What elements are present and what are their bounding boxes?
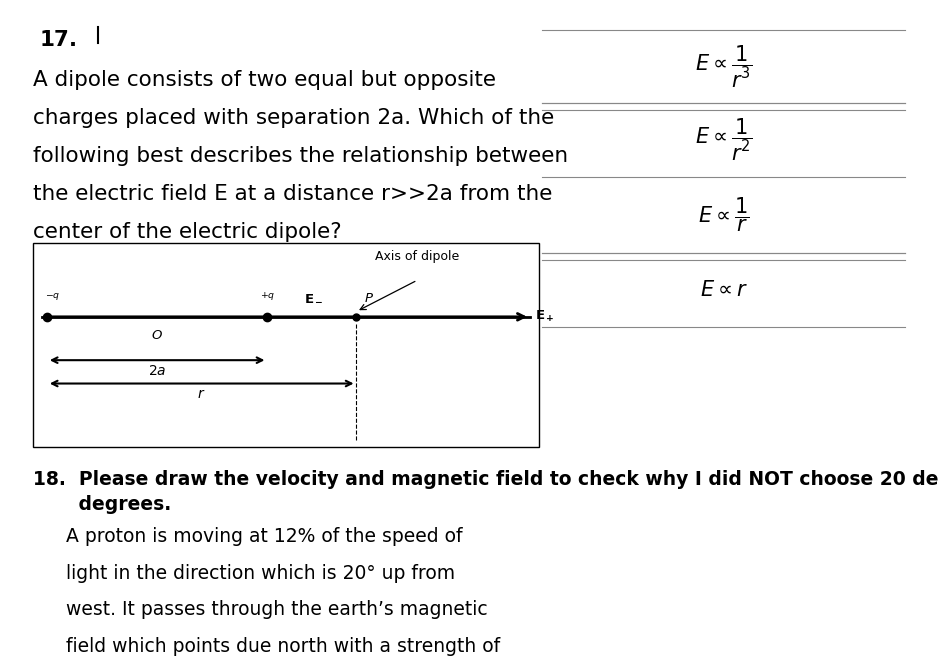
FancyBboxPatch shape [33,243,539,447]
Text: $E \propto \dfrac{1}{r^3}$: $E \propto \dfrac{1}{r^3}$ [695,43,752,90]
Text: center of the electric dipole?: center of the electric dipole? [33,222,341,242]
Text: $\mathbf{E_-}$: $\mathbf{E_-}$ [304,292,325,305]
Text: 17.: 17. [39,30,78,50]
Text: 18.  Please draw the velocity and magnetic field to check why I did NOT choose 2: 18. Please draw the velocity and magneti… [33,470,938,489]
Text: the electric field E at a distance r>>2a from the: the electric field E at a distance r>>2a… [33,184,552,204]
Text: light in the direction which is 20° up from: light in the direction which is 20° up f… [66,564,455,582]
Text: $2a$: $2a$ [148,364,166,378]
Text: $^{-q}$: $^{-q}$ [45,292,60,305]
Text: A dipole consists of two equal but opposite: A dipole consists of two equal but oppos… [33,70,496,90]
Text: following best describes the relationship between: following best describes the relationshi… [33,146,567,166]
Text: $\mathbf{E_+}$: $\mathbf{E_+}$ [535,309,554,324]
Text: $O$: $O$ [151,329,163,342]
Text: $E \propto \dfrac{1}{r^2}$: $E \propto \dfrac{1}{r^2}$ [695,117,752,163]
Text: west. It passes through the earth’s magnetic: west. It passes through the earth’s magn… [66,600,487,619]
Text: Axis of dipole: Axis of dipole [375,250,460,263]
Text: $r$: $r$ [198,387,205,401]
Text: A proton is moving at 12% of the speed of: A proton is moving at 12% of the speed o… [66,527,462,546]
Text: $E \propto \dfrac{1}{r}$: $E \propto \dfrac{1}{r}$ [698,196,749,234]
Text: $P$: $P$ [364,292,374,305]
Text: $^{+q}$: $^{+q}$ [260,292,275,305]
Text: $E \propto r$: $E \propto r$ [700,280,748,300]
Text: degrees.: degrees. [33,495,171,514]
Text: field which points due north with a strength of: field which points due north with a stre… [66,637,500,656]
Text: charges placed with separation 2a. Which of the: charges placed with separation 2a. Which… [33,108,554,128]
